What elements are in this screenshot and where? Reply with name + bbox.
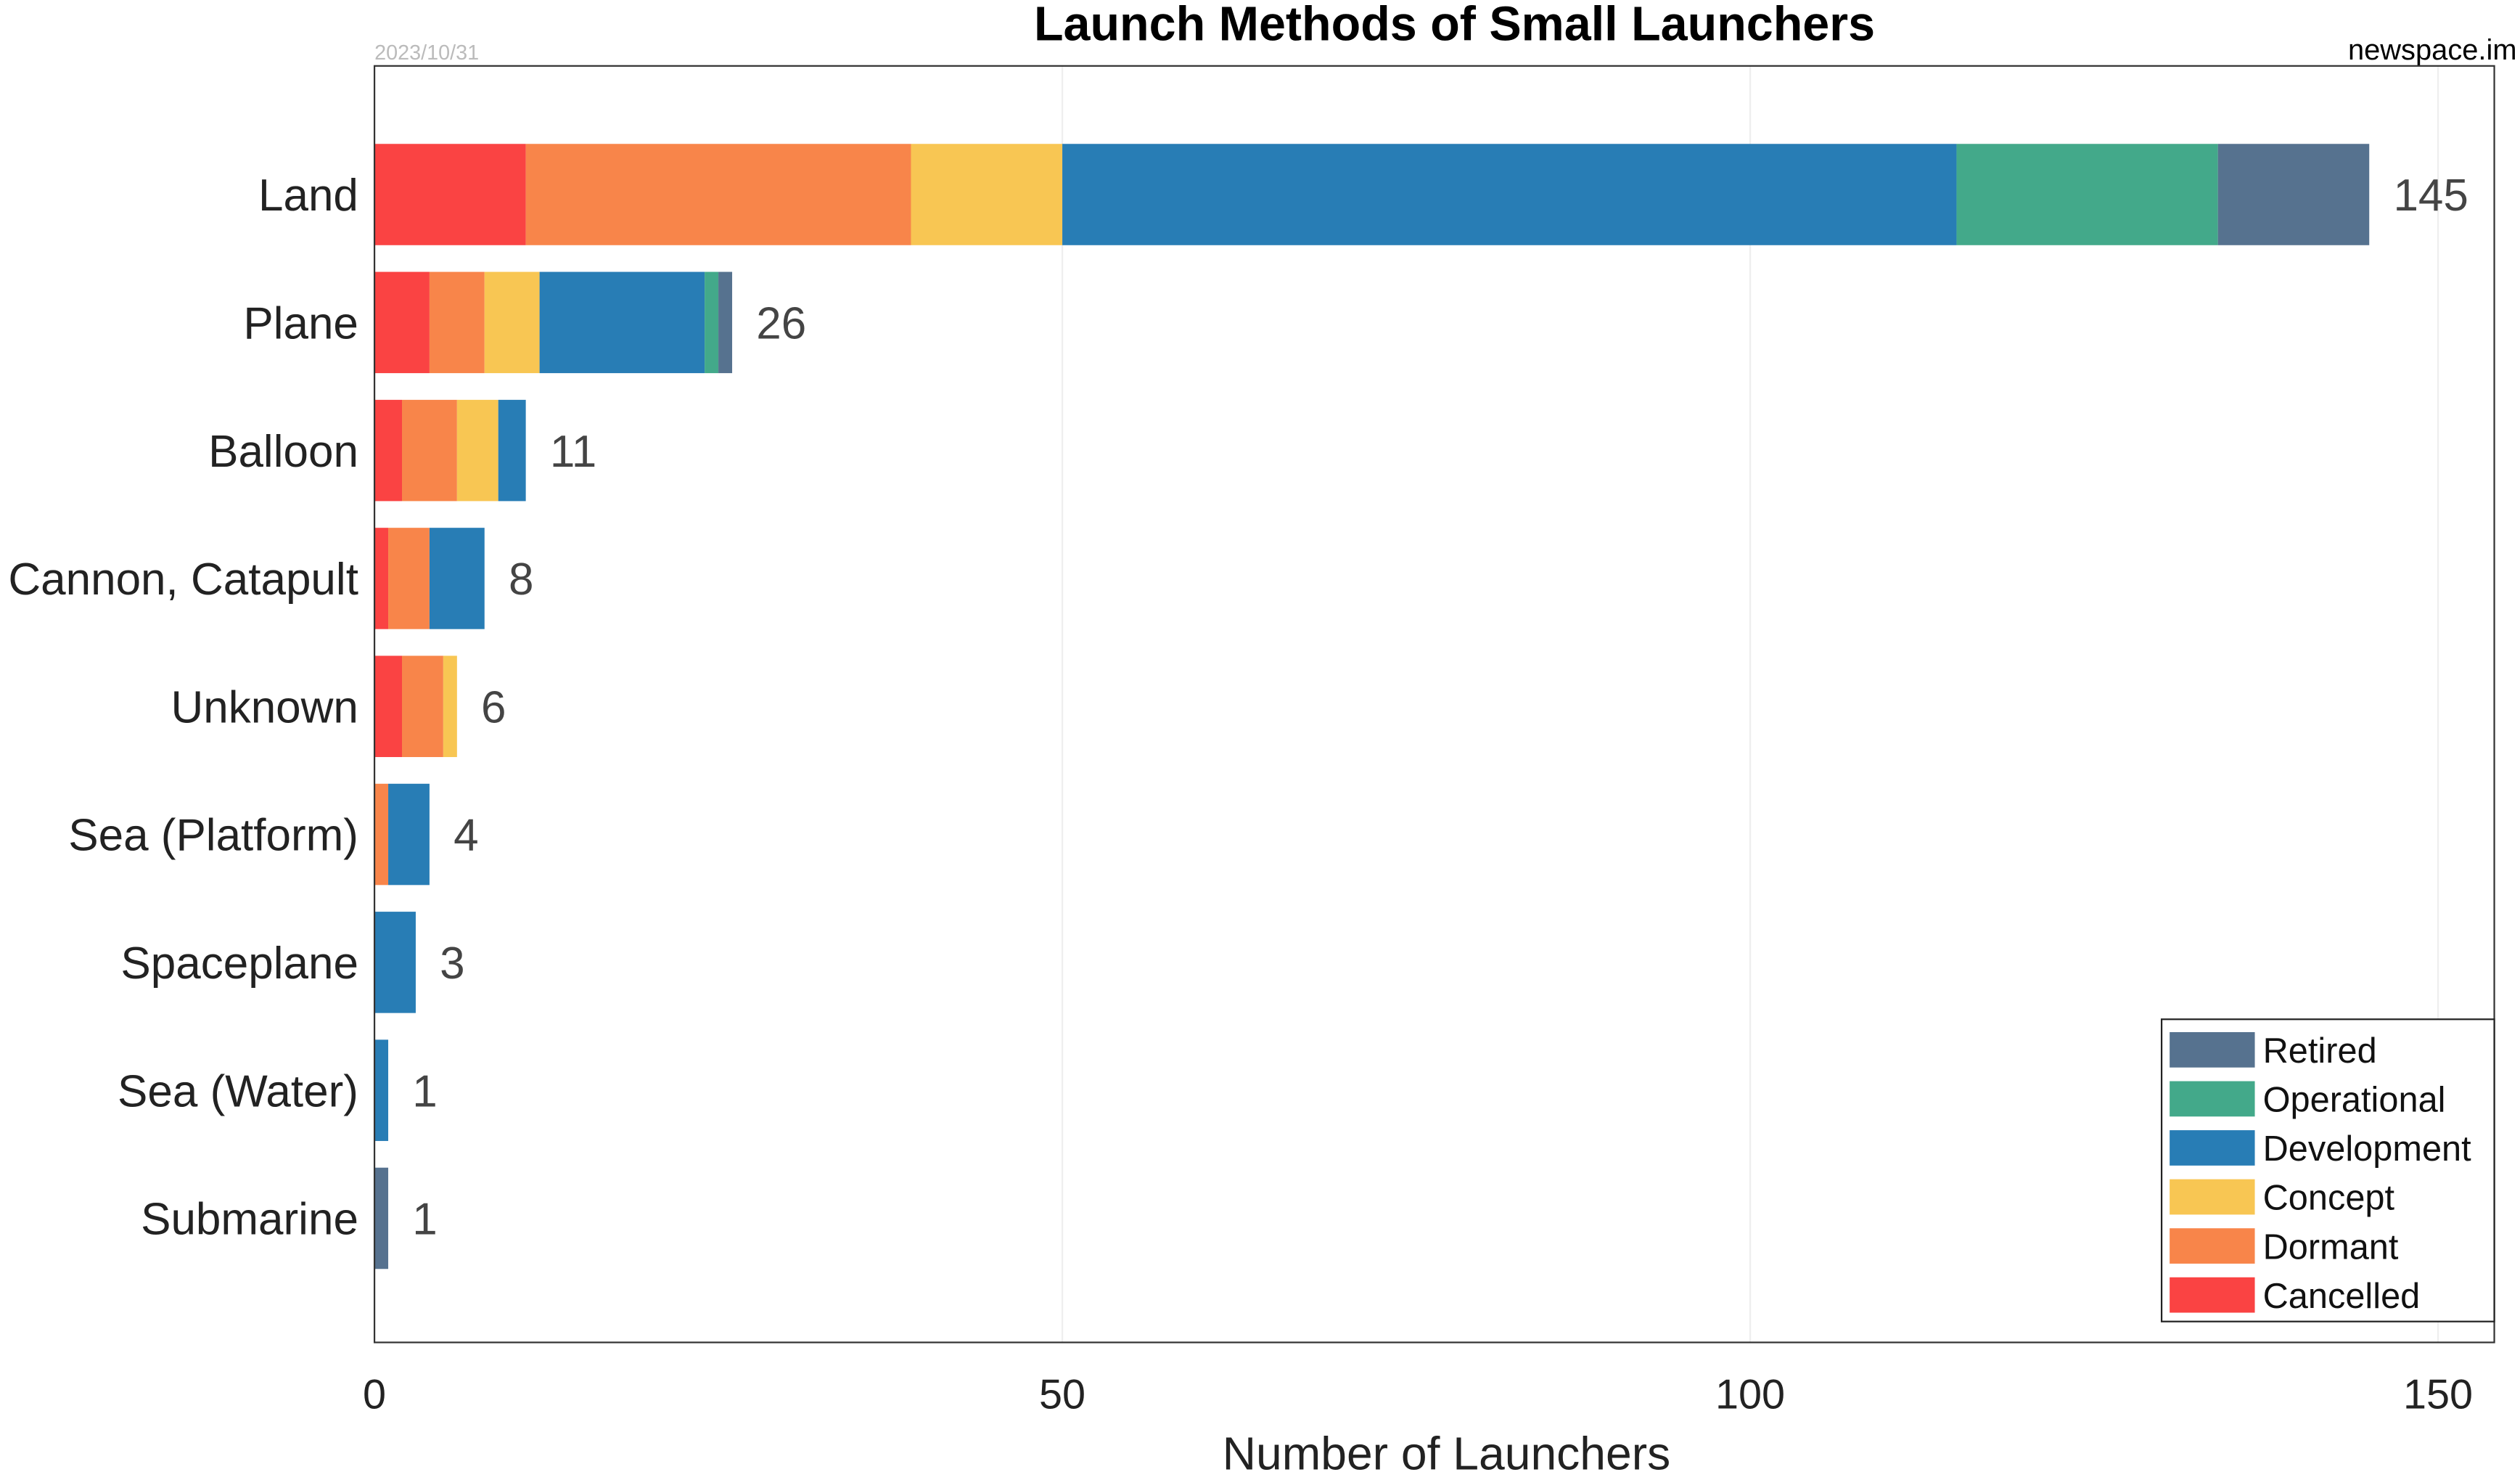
bar-segment-dormant (388, 528, 430, 629)
bar-segment-dormant (429, 271, 485, 374)
legend-label: Cancelled (2263, 1277, 2421, 1316)
legend-box (2160, 1018, 2495, 1322)
bar-segment-concept (456, 399, 498, 502)
y-tick-label: Unknown (171, 682, 358, 732)
bar-segment-dormant (401, 655, 443, 758)
bar-total-label: 145 (2393, 171, 2468, 221)
y-tick-label: Land (258, 171, 358, 221)
bar-total-label: 26 (756, 298, 806, 348)
x-tick-label: 50 (1039, 1371, 1085, 1418)
legend-swatch (2170, 1179, 2255, 1215)
bar-segment-dormant (401, 399, 457, 502)
bar-segment-dormant (525, 144, 911, 245)
chart-source: newspace.im (2348, 34, 2517, 66)
bar-total-label: 4 (453, 811, 478, 861)
bar-total-label: 6 (481, 682, 506, 732)
x-tick-label: 150 (2403, 1371, 2473, 1418)
x-axis-label: Number of Launchers (1223, 1427, 1671, 1472)
bar-segment-retired (2217, 144, 2370, 245)
plot-frame (373, 65, 2495, 1344)
legend-label: Retired (2263, 1031, 2377, 1071)
bar-segment-operational (1956, 144, 2218, 245)
bar-total-label: 1 (412, 1195, 437, 1245)
bar-segment-dormant (374, 783, 389, 886)
y-tick-label: Balloon (208, 427, 358, 477)
bar-segment-concept (443, 655, 457, 758)
legend-swatch (2170, 1277, 2255, 1313)
y-tick-label: Cannon, Catapult (8, 555, 358, 605)
bar-segment-retired (718, 271, 733, 374)
x-tick-label: 0 (363, 1371, 386, 1418)
bar-segment-retired (374, 1167, 389, 1269)
bar-segment-cancelled (374, 399, 402, 502)
y-tick-label: Plane (243, 298, 358, 348)
legend-label: Concept (2263, 1179, 2395, 1218)
legend-swatch (2170, 1130, 2255, 1166)
bar-total-label: 11 (550, 427, 596, 477)
legend: Retired Operational Development Concept Dorm… (2160, 1018, 2495, 1322)
legend-label: Dormant (2263, 1227, 2399, 1267)
bar-total-label: 1 (412, 1066, 437, 1116)
bar-segment-development (388, 783, 430, 886)
y-tick-label: Submarine (141, 1195, 358, 1245)
bar-segment-concept (911, 144, 1063, 245)
bar-segment-development (429, 528, 485, 629)
bar-total-label: 8 (509, 555, 533, 605)
bar-segment-concept (484, 271, 540, 374)
bar-segment-cancelled (374, 144, 526, 245)
legend-swatch (2170, 1228, 2255, 1264)
bar-total-label: 3 (440, 939, 464, 989)
bar-segment-cancelled (374, 271, 430, 374)
chart-date: 2023/10/31 (374, 41, 479, 65)
legend-swatch (2170, 1031, 2255, 1068)
legend-label: Operational (2263, 1081, 2446, 1120)
bar-segment-development (374, 912, 416, 1013)
y-tick-label: Sea (Platform) (68, 811, 358, 861)
bar-segment-development (539, 271, 705, 374)
y-tick-label: Sea (Water) (118, 1066, 358, 1116)
bar-segment-cancelled (374, 528, 389, 629)
x-tick-label: 100 (1715, 1371, 1785, 1418)
legend-swatch (2170, 1081, 2255, 1117)
bar-segment-development (374, 1039, 389, 1141)
bar-segment-operational (705, 271, 719, 374)
legend-label: Development (2263, 1129, 2472, 1169)
bar-segment-development (1062, 144, 1957, 245)
bar-segment-development (498, 399, 526, 502)
bar-segment-cancelled (374, 655, 402, 758)
chart-title: Launch Methods of Small Launchers (1034, 0, 1875, 51)
y-tick-label: Spaceplane (120, 939, 358, 989)
